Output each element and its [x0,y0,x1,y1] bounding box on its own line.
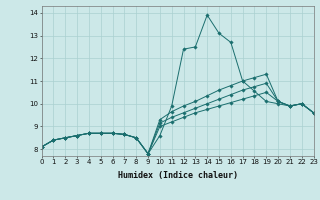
X-axis label: Humidex (Indice chaleur): Humidex (Indice chaleur) [118,171,237,180]
